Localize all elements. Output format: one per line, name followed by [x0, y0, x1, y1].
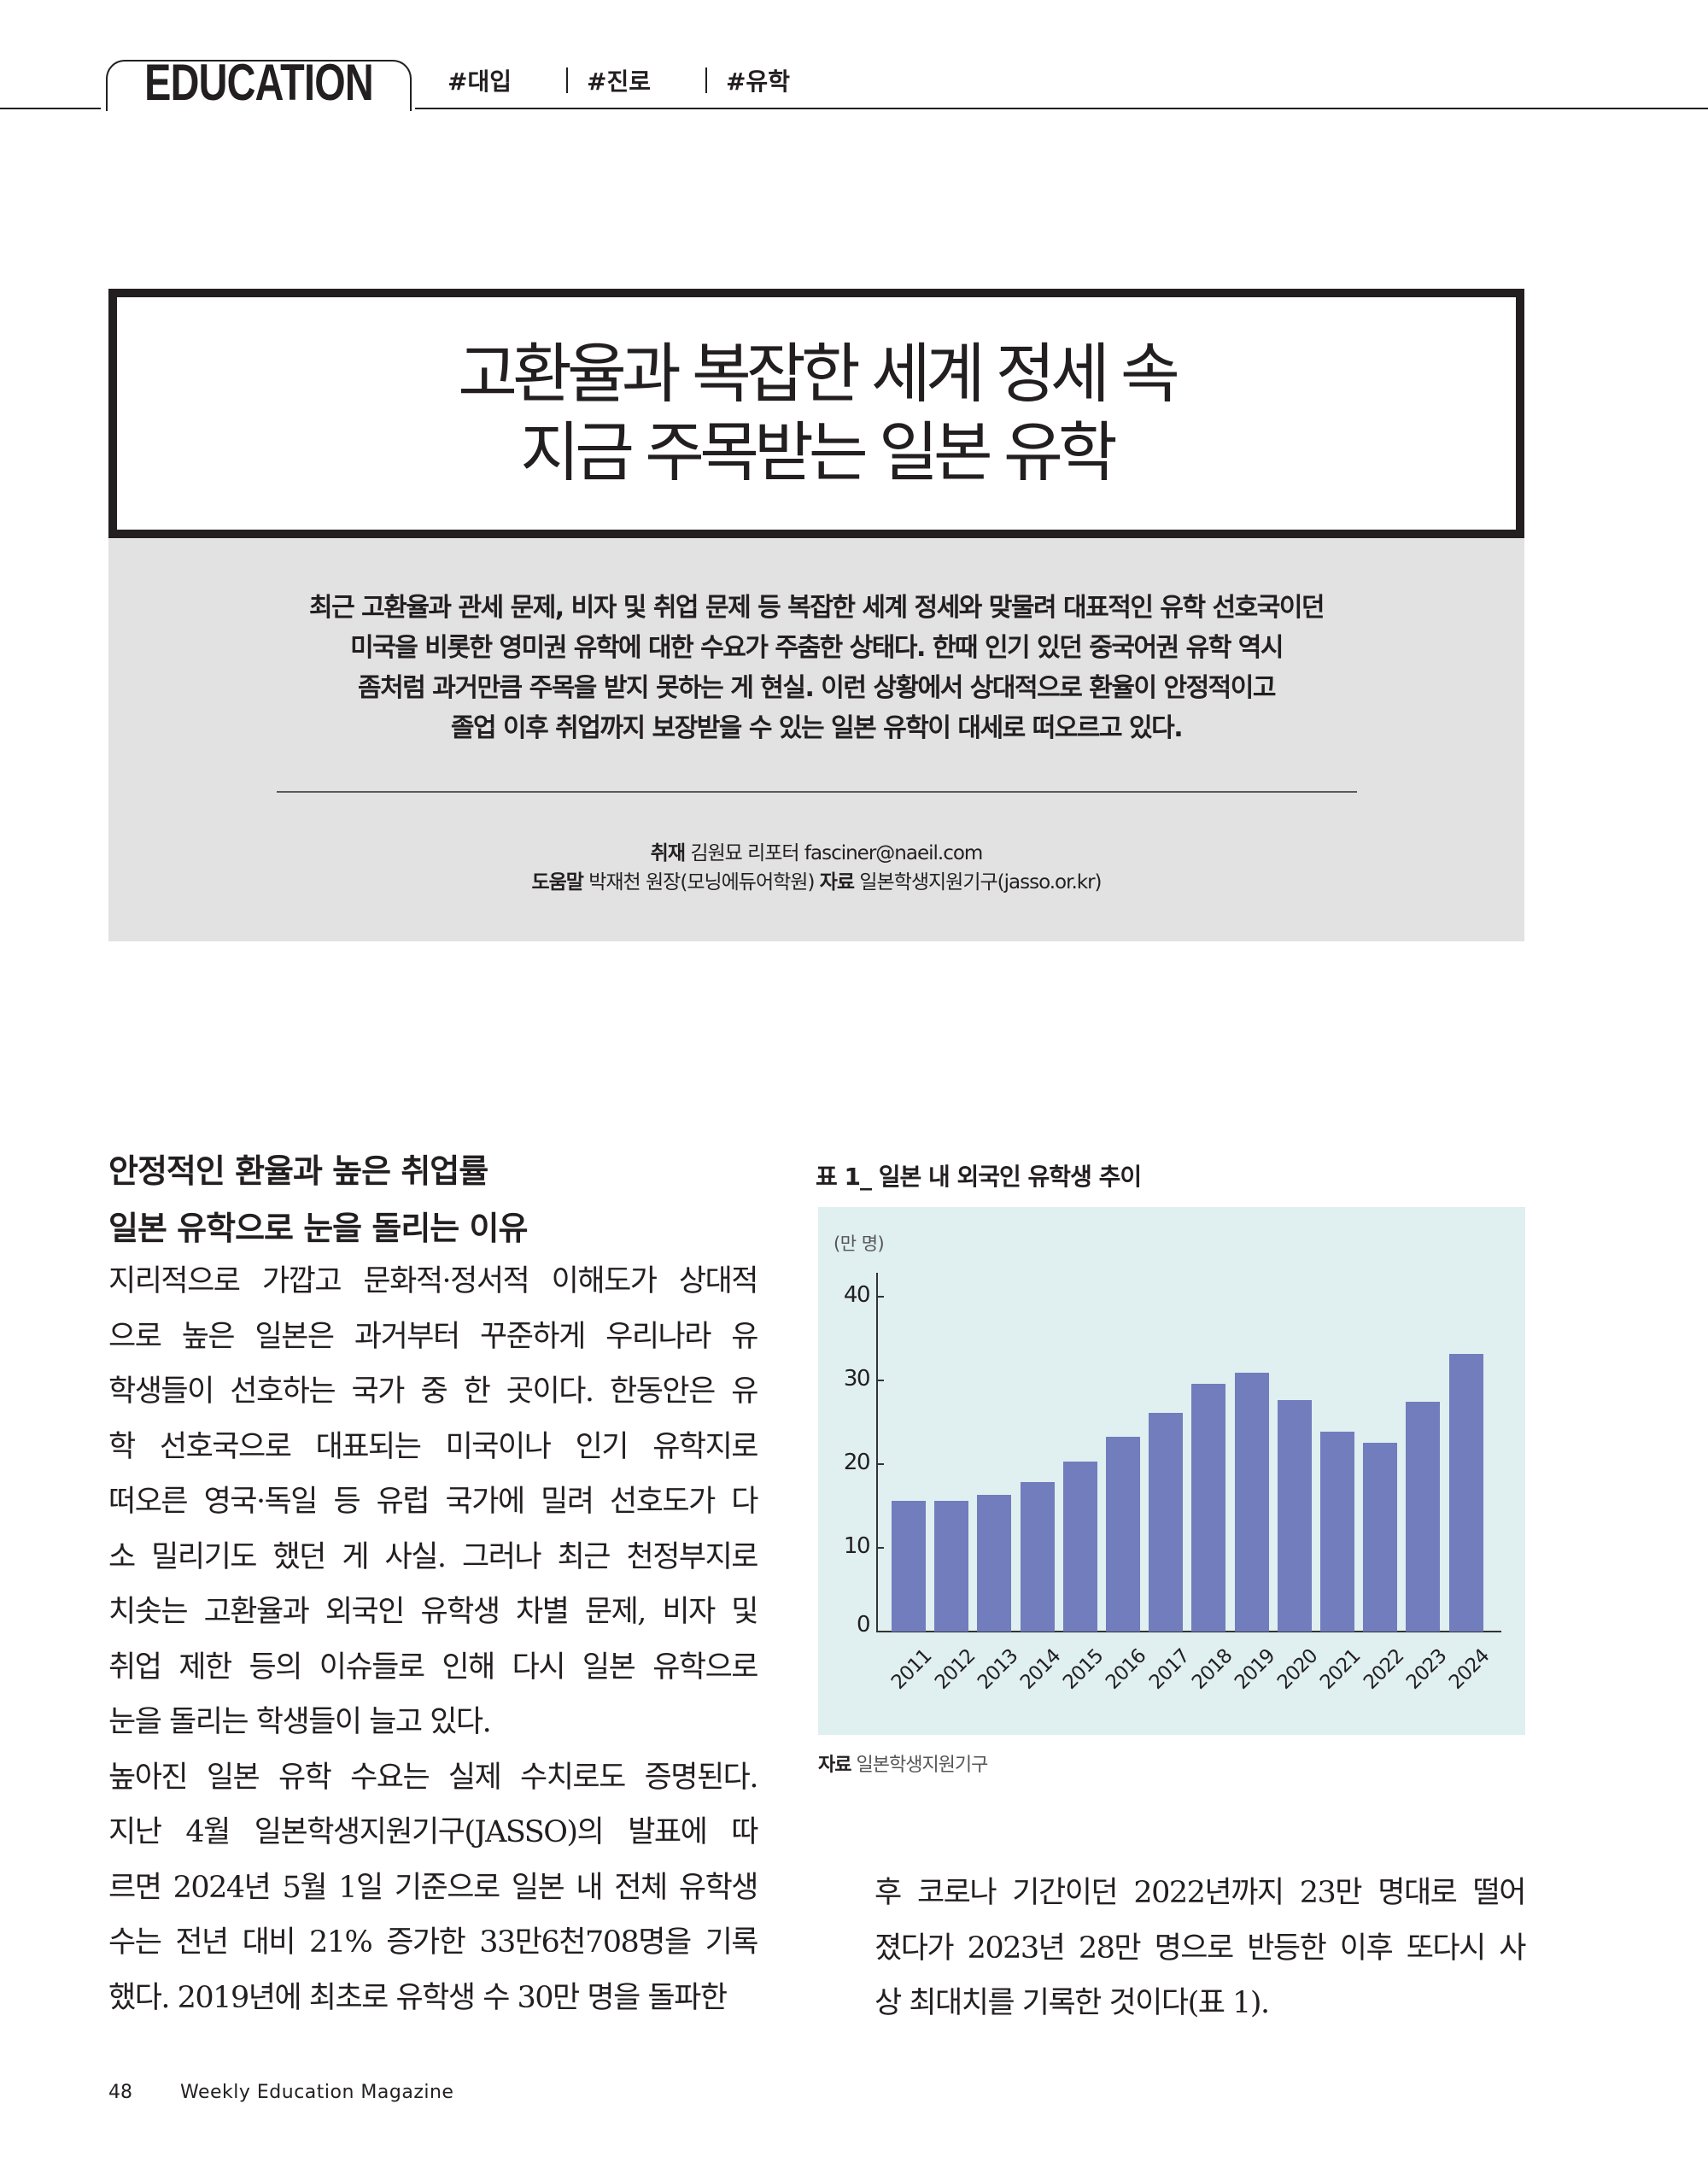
- body-line: 떠오른 영국·독일 등 유럽 국가에 밀려 선호도가 다: [108, 1485, 759, 1519]
- bar-2023: [1406, 1401, 1441, 1632]
- y-tick: [877, 1547, 884, 1549]
- y-tick: [877, 1296, 884, 1298]
- body-line: 치솟는 고환율과 외국인 유학생 차별 문제, 비자 및: [108, 1595, 759, 1629]
- body-line: 졌다가 2023년 28만 명으로 반등한 이후 또다시 사: [874, 1931, 1527, 1966]
- bar-2022: [1363, 1442, 1398, 1632]
- article-title-box: 고환율과 복잡한 세계 정세 속 지금 주목받는 일본 유학: [108, 289, 1524, 538]
- byline-source-value: 일본학생지원기구(jasso.or.kr): [859, 871, 1102, 894]
- byline-reporter-value: 김원묘 리포터 fasciner@naeil.com: [690, 842, 983, 864]
- tag-admission: #대입: [447, 67, 512, 96]
- page-number: 48: [108, 2082, 132, 2103]
- bar-2013: [977, 1495, 1012, 1632]
- y-tick-label: 40: [843, 1282, 871, 1308]
- body-line: 눈을 돌리는 학생들이 늘고 있다.: [108, 1705, 492, 1739]
- lead-line: 미국을 비롯한 영미권 유학에 대한 수요가 주춤한 상태다. 한때 인기 있던…: [350, 633, 1284, 663]
- chart-title: 표 1_ 일본 내 외국인 유학생 추이: [816, 1163, 1142, 1191]
- body-line: 지난 4월 일본학생지원기구(JASSO)의 발표에 따: [108, 1815, 759, 1849]
- chart-source: 자료 일본학생지원기구: [818, 1749, 988, 1777]
- bar-2021: [1320, 1431, 1354, 1632]
- bar-2019: [1234, 1373, 1269, 1632]
- tag-divider: [705, 67, 707, 93]
- body-line: 상 최대치를 기록한 것이다(표 1).: [874, 1986, 1270, 2020]
- body-line: 학생들이 선호하는 국가 중 한 곳이다. 한동안은 유: [108, 1374, 759, 1409]
- lead-box: 최근 고환율과 관세 문제, 비자 및 취업 문제 등 복잡한 세계 정세와 맞…: [108, 538, 1524, 941]
- tag-divider: [565, 67, 568, 93]
- byline-reporter-label: 취재: [650, 842, 686, 864]
- section-title: EDUCATION: [144, 54, 373, 111]
- subheading-line: 안정적인 환율과 높은 취업률: [108, 1152, 488, 1190]
- body-line: 높아진 일본 유학 수요는 실제 수치로도 증명된다.: [108, 1760, 759, 1795]
- chart-source-value: 일본학생지원기구: [856, 1755, 988, 1776]
- body-line: 취업 제한 등의 이슈들로 인해 다시 일본 유학으로: [108, 1649, 759, 1685]
- chart-source-label: 자료: [818, 1755, 851, 1776]
- y-tick: [877, 1380, 884, 1381]
- y-tick-label: 0: [856, 1612, 871, 1638]
- section-subheading: 안정적인 환율과 높은 취업률 일본 유학으로 눈을 돌리는 이유: [108, 1143, 528, 1257]
- magazine-name: Weekly Education Magazine: [180, 2082, 454, 2103]
- chart-y-axis: [876, 1273, 878, 1632]
- byline-help-label: 도움말: [531, 871, 583, 894]
- header-rule-right: [415, 108, 1708, 109]
- chart-x-axis: [876, 1631, 1501, 1632]
- lead-line: 좀처럼 과거만큼 주목을 받지 못하는 게 현실. 이런 상황에서 상대적으로 …: [358, 673, 1276, 703]
- lead-line: 졸업 이후 취업까지 보장받을 수 있는 일본 유학이 대세로 떠오르고 있다.: [450, 713, 1184, 743]
- y-tick-label: 10: [843, 1533, 871, 1559]
- lead-divider: [277, 791, 1357, 793]
- body-line: 으로 높은 일본은 과거부터 꾸준하게 우리나라 유: [108, 1319, 759, 1354]
- byline-help-value: 박재천 원장(모닝에듀어학원): [588, 871, 815, 894]
- bar-2016: [1106, 1436, 1140, 1632]
- chart-y-unit: (만 명): [834, 1233, 885, 1254]
- header-rule-left: [0, 108, 101, 109]
- bar-2014: [1020, 1481, 1055, 1632]
- bar-2011: [892, 1501, 926, 1632]
- bar-2024: [1448, 1353, 1483, 1632]
- section-tab: [106, 60, 412, 111]
- byline: 취재 김원묘 리포터 fasciner@naeil.com 도움말 박재천 원장…: [108, 839, 1524, 897]
- body-line: 르면 2024년 5월 1일 기준으로 일본 내 전체 유학생: [108, 1870, 759, 1905]
- subheading-line: 일본 유학으로 눈을 돌리는 이유: [108, 1210, 528, 1247]
- y-tick-label: 20: [843, 1450, 871, 1475]
- y-tick: [877, 1463, 884, 1465]
- byline-credits: 도움말 박재천 원장(모닝에듀어학원) 자료 일본학생지원기구(jasso.or…: [108, 868, 1524, 897]
- header-tags: #대입 #진로 #유학: [447, 63, 790, 97]
- y-tick-label: 30: [843, 1366, 871, 1392]
- body-line: 수는 전년 대비 21% 증가한 33만6천708명을 기록: [108, 1925, 759, 1960]
- page-footer: 48 Weekly Education Magazine: [108, 2082, 453, 2103]
- body-line: 학 선호국으로 대표되는 미국이나 인기 유학지로: [108, 1429, 759, 1464]
- bar-2015: [1062, 1462, 1097, 1632]
- tag-career: #진로: [586, 67, 651, 96]
- article-title-line: 고환율과 복잡한 세계 정세 속: [458, 336, 1180, 412]
- byline-reporter: 취재 김원묘 리포터 fasciner@naeil.com: [108, 839, 1524, 868]
- body-line: 했다. 2019년에 최초로 유학생 수 30만 명을 돌파한: [108, 1980, 728, 2015]
- bar-2012: [934, 1501, 969, 1632]
- bar-2020: [1277, 1399, 1312, 1632]
- bar-2017: [1149, 1413, 1184, 1632]
- article-title-line: 지금 주목받는 일본 유학: [520, 414, 1118, 490]
- tag-study-abroad: #유학: [725, 67, 790, 96]
- byline-source-label: 자료: [819, 871, 855, 894]
- body-line: 소 밀리기도 했던 게 사실. 그러나 최근 천정부지로: [108, 1539, 759, 1574]
- bar-2018: [1191, 1383, 1226, 1632]
- lead-paragraph: 최근 고환율과 관세 문제, 비자 및 취업 문제 등 복잡한 세계 정세와 맞…: [108, 588, 1524, 748]
- body-line: 지리적으로 가깝고 문화적·정서적 이해도가 상대적: [108, 1264, 759, 1298]
- lead-line: 최근 고환율과 관세 문제, 비자 및 취업 문제 등 복잡한 세계 정세와 맞…: [308, 593, 1325, 623]
- body-line: 후 코로나 기간이던 2022년까지 23만 명대로 떨어: [874, 1876, 1527, 1910]
